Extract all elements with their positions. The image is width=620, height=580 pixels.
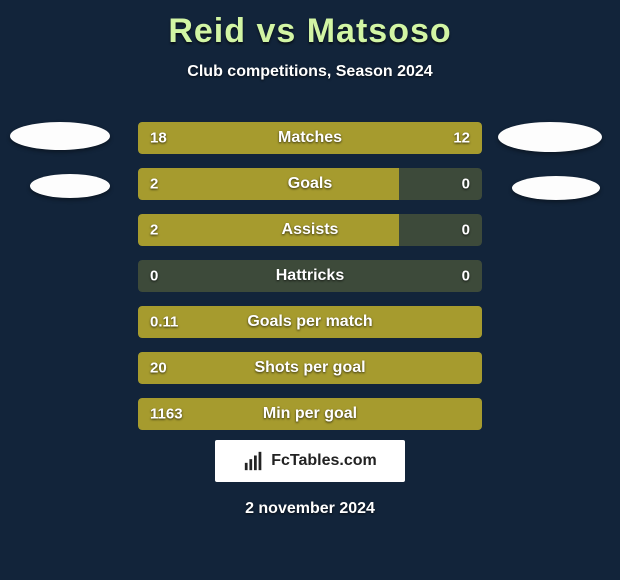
stat-value-left: 18 (150, 130, 167, 147)
stat-value-right: 0 (462, 222, 470, 239)
stat-value-left: 0 (150, 268, 158, 285)
player-badge-ellipse (498, 122, 602, 152)
stat-row: 1163Min per goal (138, 398, 482, 430)
comparison-subtitle: Club competitions, Season 2024 (0, 63, 620, 81)
stat-row: 20Goals (138, 168, 482, 200)
stat-bar-left (138, 122, 344, 154)
stat-row: 1812Matches (138, 122, 482, 154)
stat-bar-left (138, 352, 482, 384)
stat-row: 00Hattricks (138, 260, 482, 292)
stat-row: 20Assists (138, 214, 482, 246)
stat-bar-left (138, 168, 399, 200)
player-badge-ellipse (512, 176, 600, 200)
stat-bar-track (138, 260, 482, 292)
stat-value-left: 2 (150, 222, 158, 239)
stat-bar-left (138, 306, 482, 338)
snapshot-date: 2 november 2024 (0, 500, 620, 518)
stats-panel: 1812Matches20Goals20Assists00Hattricks0.… (138, 122, 482, 444)
player-badge-ellipse (30, 174, 110, 198)
comparison-title: Reid vs Matsoso (0, 0, 620, 51)
chart-icon (243, 450, 265, 472)
brand-text: FcTables.com (271, 452, 377, 470)
stat-value-left: 0.11 (150, 314, 178, 331)
player-badge-ellipse (10, 122, 110, 150)
stat-bar-left (138, 398, 482, 430)
stat-bar-left (138, 214, 399, 246)
stat-row: 20Shots per goal (138, 352, 482, 384)
stat-value-left: 2 (150, 176, 158, 193)
stat-value-left: 1163 (150, 406, 183, 423)
stat-value-right: 0 (462, 176, 470, 193)
stat-row: 0.11Goals per match (138, 306, 482, 338)
stat-value-left: 20 (150, 360, 167, 377)
brand-badge: FcTables.com (215, 440, 405, 482)
stat-value-right: 0 (462, 268, 470, 285)
stat-value-right: 12 (453, 130, 470, 147)
